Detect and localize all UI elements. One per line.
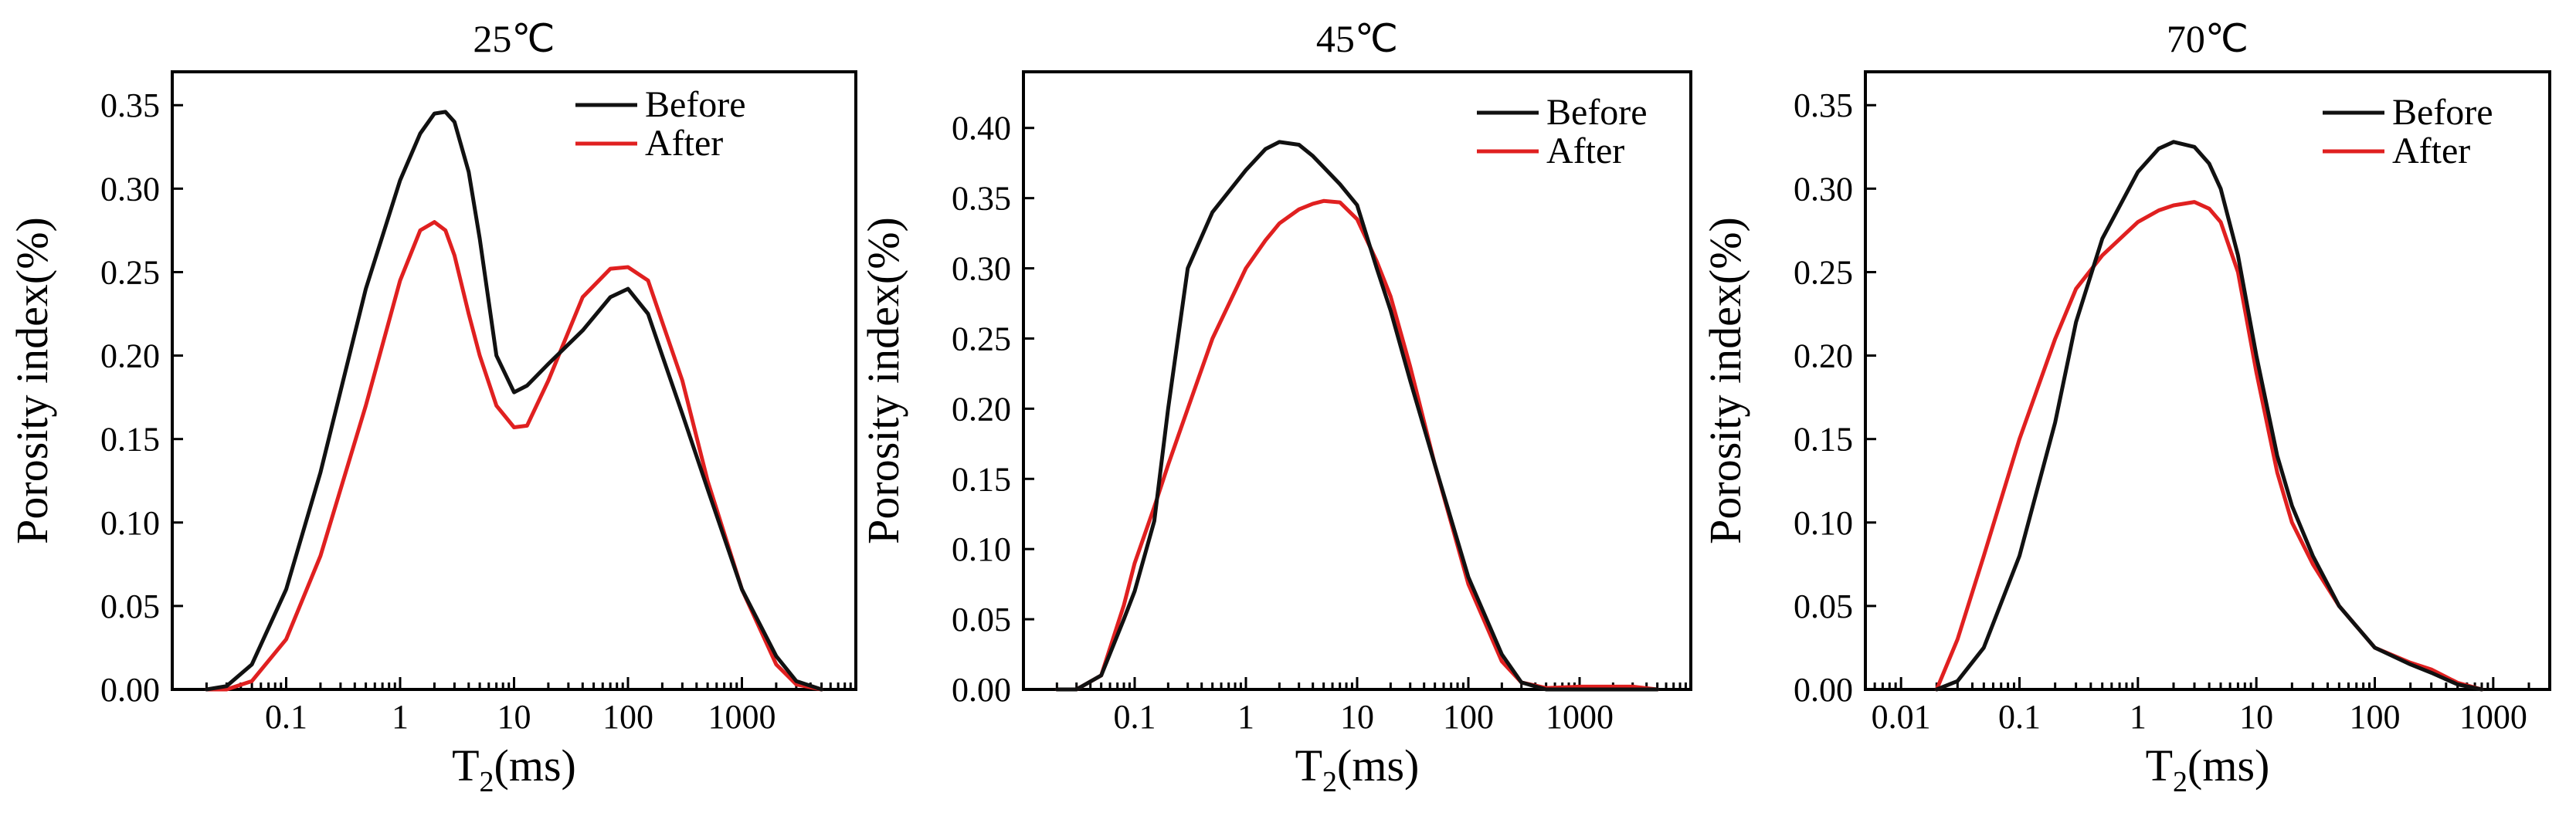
y-tick-label: 0.05 [952, 601, 1011, 638]
y-axis-label: Porosity index(%) [1700, 217, 1750, 544]
chart-title: 70℃ [2167, 17, 2248, 60]
x-tick-label: 0.1 [1998, 698, 2041, 736]
y-tick-label: 0.35 [1794, 86, 1853, 124]
x-tick-label: 1 [392, 698, 409, 736]
x-tick-label: 1000 [1546, 698, 1614, 736]
y-tick-label: 0.15 [952, 460, 1011, 498]
x-axis-label-main: T [1295, 740, 1322, 791]
y-tick-label: 0.25 [100, 253, 160, 291]
y-tick-label: 0.20 [952, 390, 1011, 428]
y-tick-label: 0.00 [1794, 671, 1853, 709]
series-line-after [1934, 200, 2484, 692]
y-tick-label: 0.05 [100, 588, 160, 625]
legend-label-after: After [2392, 130, 2470, 171]
y-tick-label: 0.00 [952, 671, 1011, 709]
x-tick-label: 0.01 [1872, 698, 1931, 736]
x-axis-label: T2(ms) [2146, 740, 2270, 798]
x-tick-label: 10 [1340, 698, 1374, 736]
y-tick-label: 0.25 [952, 320, 1011, 357]
x-tick-label: 10 [497, 698, 531, 736]
x-tick-label: 1000 [2459, 698, 2527, 736]
panel-70c: 0.00 0.05 0.10 0.15 0.20 0.25 0.30 0.35 0.01 0.1 1… [1700, 17, 2551, 798]
y-tick-label: 0.35 [952, 180, 1011, 218]
series-line-after [204, 220, 824, 692]
y-tick-label: 0.35 [100, 86, 160, 124]
panel-45c: 0.00 0.05 0.10 0.15 0.20 0.25 0.30 0.35 0.40 0.1 1… [858, 17, 1692, 798]
y-tick-label: 0.20 [100, 337, 160, 375]
x-axis-label-sub: 2 [1322, 766, 1337, 798]
y-axis-label: Porosity index(%) [858, 217, 908, 544]
y-tick-label: 0.10 [100, 504, 160, 542]
panel-25c: 0.00 0.05 0.10 0.15 0.20 0.25 0.30 0.35 0.1 1 10 10… [7, 17, 857, 798]
x-tick-label: 10 [2239, 698, 2273, 736]
x-tick-label: 100 [2350, 698, 2401, 736]
legend-label-after: After [1546, 130, 1624, 171]
legend-label-before: Before [1546, 92, 1648, 133]
y-axis-label: Porosity index(%) [7, 217, 57, 544]
x-axis-label-main: T [452, 740, 479, 791]
y-tick-label: 0.20 [1794, 337, 1853, 375]
x-tick-label: 1 [2130, 698, 2147, 736]
x-tick-label: 100 [1443, 698, 1494, 736]
x-axis-label-sub: 2 [2173, 766, 2187, 798]
series-line-before [204, 110, 824, 692]
series-line-before [1934, 140, 2484, 692]
x-axis-label-unit: (ms) [1337, 740, 1419, 791]
x-tick-label: 0.1 [1114, 698, 1156, 736]
x-axis-label: T2(ms) [1295, 740, 1420, 798]
x-axis-label-main: T [2146, 740, 2173, 791]
y-tick-label: 0.10 [952, 530, 1011, 568]
x-tick-label: 0.1 [265, 698, 307, 736]
y-tick-label: 0.25 [1794, 253, 1853, 291]
legend-label-before: Before [2392, 92, 2493, 133]
series-line-after [1054, 198, 1660, 692]
y-tick-label: 0.30 [100, 170, 160, 208]
chart-title: 25℃ [473, 17, 555, 60]
y-tick-label: 0.15 [100, 421, 160, 459]
x-tick-label: 1 [1237, 698, 1254, 736]
x-tick-label: 1000 [708, 698, 776, 736]
x-axis-label: T2(ms) [452, 740, 576, 798]
chart-title: 45℃ [1316, 17, 1398, 60]
y-tick-label: 0.30 [952, 250, 1011, 288]
legend-label-after: After [645, 123, 723, 164]
y-tick-label: 0.05 [1794, 588, 1853, 625]
y-tick-label: 0.30 [1794, 170, 1853, 208]
x-axis-label-unit: (ms) [494, 740, 576, 791]
y-tick-label: 0.15 [1794, 421, 1853, 459]
y-tick-label: 0.00 [100, 671, 160, 709]
x-tick-label: 100 [602, 698, 653, 736]
y-tick-label: 0.40 [952, 110, 1011, 147]
series-line-before [1054, 140, 1660, 692]
legend-label-before: Before [645, 84, 746, 125]
plot-frame [171, 70, 857, 691]
y-tick-label: 0.10 [1794, 504, 1853, 542]
plot-frame [1864, 70, 2551, 691]
x-axis-label-unit: (ms) [2187, 740, 2269, 791]
x-axis-label-sub: 2 [480, 766, 494, 798]
